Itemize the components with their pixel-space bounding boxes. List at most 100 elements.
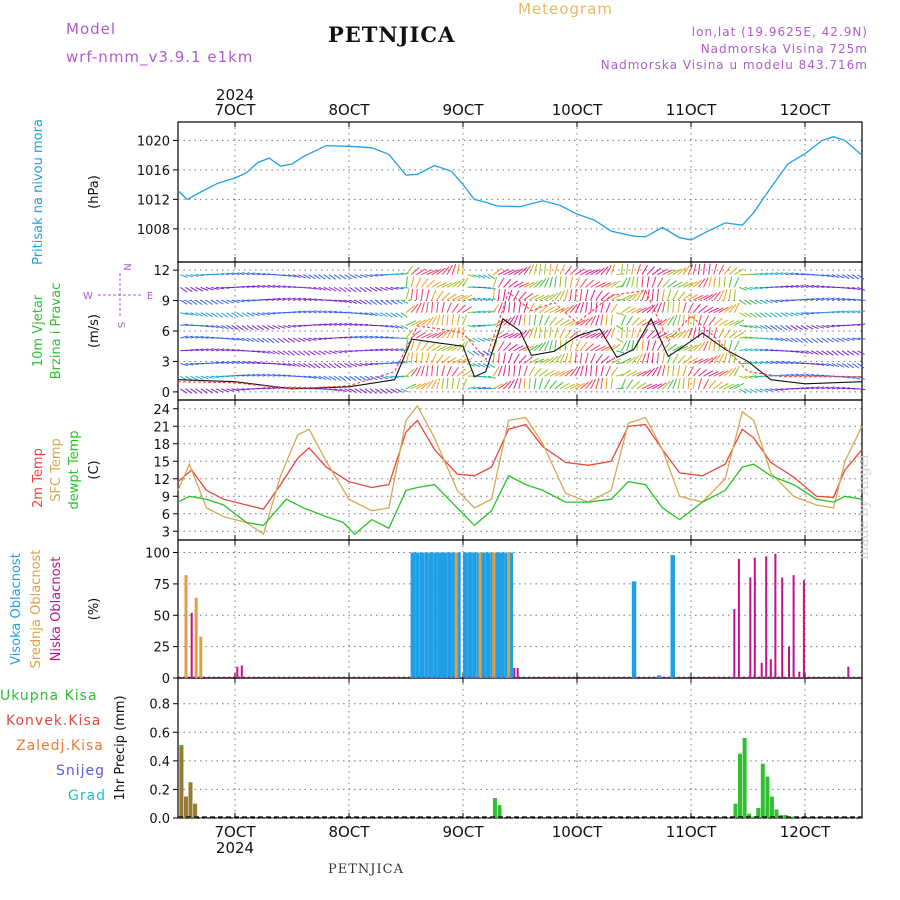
wind-arrow: [533, 377, 537, 389]
wind-arrow: [795, 273, 804, 276]
wind-arrow: [739, 286, 748, 291]
wind-arrow: [441, 282, 453, 288]
wind-arrow: [523, 328, 531, 339]
wind-arrow: [708, 339, 712, 351]
wind-arrow: [595, 354, 603, 364]
wind-arrow: [313, 310, 322, 314]
wind-arrow: [236, 361, 245, 364]
wind-arrow: [646, 329, 656, 339]
wind-arrow: [487, 274, 496, 280]
wind-arrow: [200, 286, 209, 291]
cloud-bar-0: [410, 552, 416, 678]
wind-arrow: [267, 312, 276, 315]
wind-arrow: [262, 337, 270, 343]
precip-bar-1: [179, 746, 184, 818]
wind-arrow: [262, 312, 271, 316]
wind-arrow: [446, 344, 457, 352]
wind-arrow: [395, 286, 404, 290]
wind-arrow: [267, 337, 275, 344]
wind-arrow: [503, 269, 514, 276]
wind-arrow: [544, 357, 555, 364]
wind-arrow: [267, 284, 276, 288]
wind-arrow: [221, 361, 230, 364]
y-tick-label: 100: [145, 547, 170, 562]
wind-arrow: [672, 353, 679, 364]
wind-arrow: [210, 312, 218, 318]
wind-arrow: [205, 336, 214, 339]
wind-arrow: [739, 388, 747, 394]
wind-arrow: [626, 276, 631, 288]
wind-arrow: [421, 381, 431, 390]
station-elevation: Nadmorska Visina 725m: [700, 42, 868, 56]
wind-arrow: [441, 377, 444, 389]
wind-arrow: [313, 323, 322, 326]
wind-arrow: [790, 373, 799, 377]
wind-arrow: [456, 263, 460, 275]
wind-arrow: [482, 274, 491, 279]
wind-arrow: [487, 286, 497, 290]
wind-arrow: [672, 365, 675, 377]
wind-arrow: [441, 301, 445, 313]
wind-arrow: [662, 332, 673, 339]
wind-arrow: [323, 274, 331, 280]
wind-arrow: [770, 360, 779, 364]
wind-arrow: [241, 361, 250, 364]
cloud-bar-2: [802, 580, 805, 678]
wind-arrow: [579, 352, 583, 364]
wind-arrow: [246, 373, 255, 377]
wind-arrow: [754, 272, 763, 276]
wind-arrow: [513, 315, 519, 326]
wind-arrow: [759, 286, 768, 289]
wind-arrow: [364, 286, 372, 293]
wind-arrow: [667, 365, 670, 377]
wind-arrow: [662, 352, 665, 364]
wind-arrow: [374, 388, 383, 394]
wind-arrow: [703, 315, 709, 326]
wind-arrow: [180, 299, 188, 305]
wind-arrow: [595, 282, 606, 288]
wind-arrow: [477, 274, 486, 279]
wind-arrow: [339, 286, 347, 293]
cloud-bar-2: [733, 609, 736, 678]
wind-arrow: [733, 302, 740, 313]
wind-arrow: [405, 352, 410, 364]
cloud-bar-0: [463, 552, 468, 678]
wind-arrow: [318, 337, 327, 340]
wind-arrow: [420, 278, 429, 288]
wind-arrow: [370, 362, 379, 365]
wind-arrow: [626, 307, 637, 314]
wind-arrow: [257, 373, 266, 377]
wind-arrow: [590, 332, 601, 339]
wind-arrow: [733, 277, 740, 288]
wind-arrow: [236, 374, 245, 377]
wind-arrow: [857, 337, 866, 340]
wind-arrow: [451, 366, 459, 377]
wind-arrow: [672, 331, 683, 339]
wind-arrow: [323, 323, 332, 326]
wind-arrow: [785, 337, 793, 343]
wind-arrow: [441, 292, 451, 301]
wind-arrow: [595, 365, 598, 377]
wind-arrow: [677, 354, 686, 364]
wind-arrow: [841, 274, 850, 279]
wind-arrow: [446, 281, 457, 288]
wind-arrow: [277, 297, 286, 301]
wind-arrow: [533, 367, 542, 377]
wind-arrow: [303, 350, 311, 356]
wind-arrow: [195, 335, 204, 339]
wind-arrow: [692, 263, 697, 275]
wind-arrow: [415, 352, 418, 364]
wind-arrow: [739, 324, 748, 328]
wind-arrow: [441, 355, 451, 364]
y-tick-label: 0.2: [149, 783, 170, 798]
wind-arrow: [241, 299, 250, 302]
wind-arrow: [451, 377, 454, 389]
wind-arrow: [308, 363, 316, 369]
wind-arrow: [416, 331, 426, 339]
wind-arrow: [205, 286, 214, 291]
wind-arrow: [405, 289, 410, 301]
wind-arrow: [334, 322, 343, 326]
wind-arrow: [334, 388, 342, 392]
wind-arrow: [662, 365, 666, 377]
wind-arrow: [605, 377, 608, 389]
